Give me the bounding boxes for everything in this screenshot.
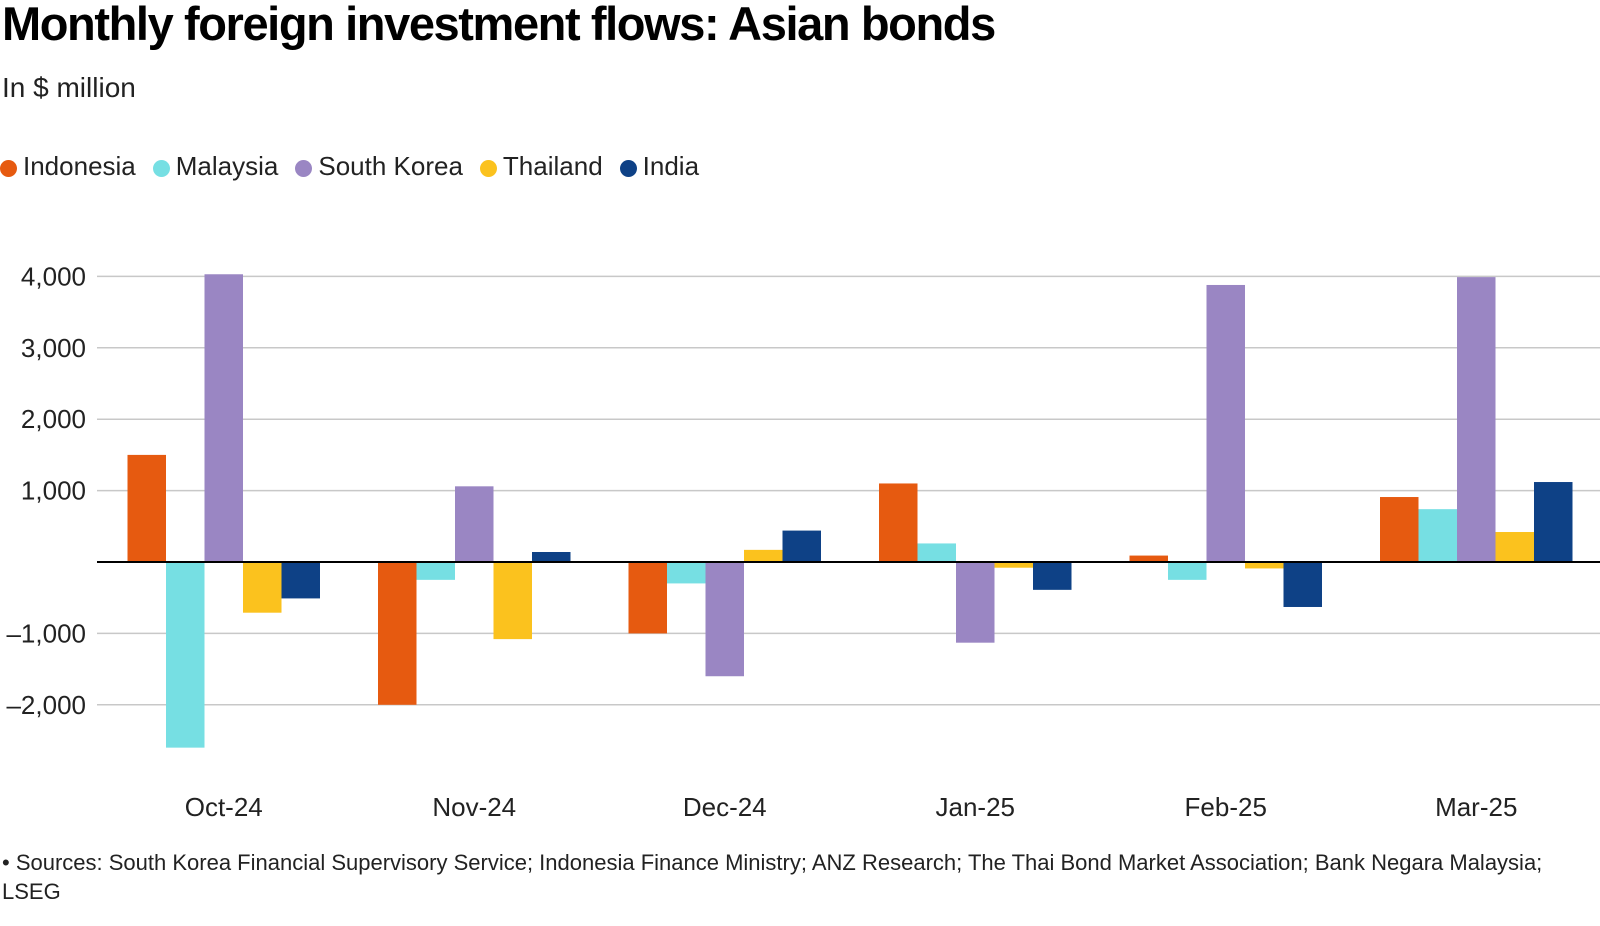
x-tick-label: Feb-25 xyxy=(1185,792,1267,822)
source-note: • Sources: South Korea Financial Supervi… xyxy=(2,850,1543,904)
y-tick-label: 3,000 xyxy=(21,333,86,363)
bar-chart: 4,000 3,000 2,000 1,000 –1,000 –2,000 Oct-24 No… xyxy=(6,261,1600,822)
legend-item-india: India xyxy=(619,151,700,182)
legend-item-thailand: Thailand xyxy=(479,151,603,182)
bar-thailand-dec-24 xyxy=(744,549,783,562)
bar-malaysia-jan-25 xyxy=(917,543,956,562)
y-tick-label: 4,000 xyxy=(21,261,86,291)
chart-subtitle: In $ million xyxy=(2,72,136,103)
legend-label: Malaysia xyxy=(175,151,279,181)
bar-south-korea-nov-24 xyxy=(455,486,494,562)
legend-label: South Korea xyxy=(318,151,463,181)
bar-india-mar-25 xyxy=(1534,482,1573,562)
bar-indonesia-nov-24 xyxy=(378,562,417,705)
bar-indonesia-oct-24 xyxy=(127,454,166,562)
x-tick-label: Oct-24 xyxy=(185,792,263,822)
bar-malaysia-dec-24 xyxy=(667,562,706,584)
legend-item-south-korea: South Korea xyxy=(295,151,463,182)
legend-dot xyxy=(619,160,637,177)
bar-malaysia-feb-25 xyxy=(1168,562,1207,580)
bar-south-korea-dec-24 xyxy=(705,562,744,677)
bar-malaysia-nov-24 xyxy=(416,562,455,580)
bar-india-dec-24 xyxy=(782,530,821,562)
y-tick-label: –2,000 xyxy=(6,690,86,720)
legend-label: Indonesia xyxy=(23,151,136,181)
bar-india-oct-24 xyxy=(281,562,320,599)
legend-dot xyxy=(0,160,17,177)
bar-malaysia-oct-24 xyxy=(166,562,205,748)
bar-indonesia-feb-25 xyxy=(1129,555,1168,562)
chart-title: Monthly foreign investment flows: Asian … xyxy=(2,0,996,50)
bar-india-feb-25 xyxy=(1283,562,1322,607)
y-tick-label: –1,000 xyxy=(6,618,86,648)
y-tick-label: 1,000 xyxy=(21,476,86,506)
y-tick-label: 2,000 xyxy=(21,404,86,434)
x-tick-label: Mar-25 xyxy=(1435,792,1517,822)
bar-south-korea-feb-25 xyxy=(1206,284,1245,562)
bar-indonesia-jan-25 xyxy=(879,483,918,562)
bar-india-jan-25 xyxy=(1033,562,1072,590)
bar-thailand-jan-25 xyxy=(994,562,1033,568)
legend: Indonesia Malaysia South Korea Thailand Indi… xyxy=(0,151,716,182)
bar-thailand-nov-24 xyxy=(493,562,532,640)
bar-thailand-feb-25 xyxy=(1245,562,1284,569)
bar-south-korea-jan-25 xyxy=(956,562,995,643)
bar-south-korea-oct-24 xyxy=(204,274,243,562)
legend-label: Thailand xyxy=(502,151,603,181)
bar-south-korea-mar-25 xyxy=(1457,277,1496,562)
legend-dot xyxy=(152,160,170,177)
bar-thailand-oct-24 xyxy=(243,562,282,613)
bar-malaysia-mar-25 xyxy=(1418,509,1457,562)
legend-dot xyxy=(479,160,497,177)
bar-india-nov-24 xyxy=(532,552,571,562)
x-tick-label: Nov-24 xyxy=(432,792,516,822)
x-tick-label: Dec-24 xyxy=(683,792,767,822)
legend-dot xyxy=(295,160,313,177)
bar-indonesia-dec-24 xyxy=(628,562,667,634)
x-tick-label: Jan-25 xyxy=(936,792,1016,822)
legend-item-malaysia: Malaysia xyxy=(152,151,279,182)
bar-thailand-mar-25 xyxy=(1495,532,1534,562)
legend-item-indonesia: Indonesia xyxy=(0,151,136,182)
legend-label: India xyxy=(642,151,700,181)
bar-indonesia-mar-25 xyxy=(1380,497,1419,562)
